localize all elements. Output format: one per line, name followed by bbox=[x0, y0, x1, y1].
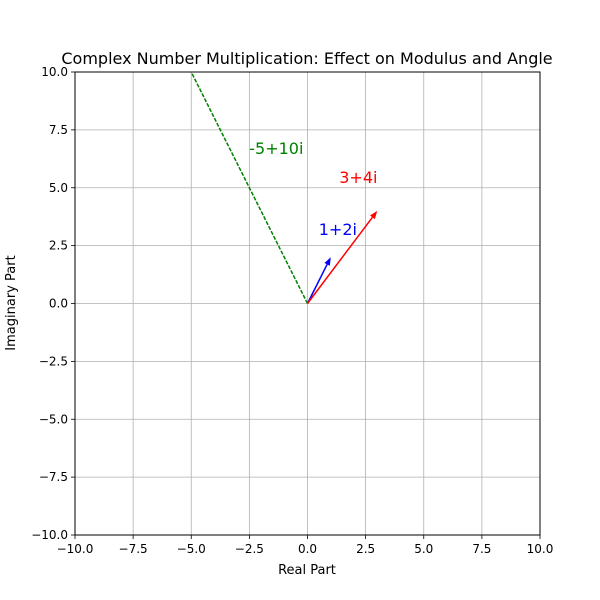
vector-label-z1: 1+2i bbox=[319, 220, 357, 239]
y-tick-label: −10.0 bbox=[31, 528, 68, 542]
vector-product: -5+10i bbox=[190, 71, 309, 304]
x-tick-label: 10.0 bbox=[527, 542, 554, 556]
vector-z1: 1+2i bbox=[306, 220, 357, 304]
x-tick-label: 7.5 bbox=[472, 542, 491, 556]
chart-title: Complex Number Multiplication: Effect on… bbox=[61, 49, 552, 68]
vector-line-product bbox=[190, 71, 309, 304]
plot-frame bbox=[74, 71, 541, 536]
y-tick-label: 7.5 bbox=[49, 123, 68, 137]
y-tick-label: −5.0 bbox=[39, 412, 68, 426]
x-tick-label: 5.0 bbox=[414, 542, 433, 556]
x-tick-label: −5.0 bbox=[177, 542, 206, 556]
vectors-layer: 1+2i 3+4i -5+10i bbox=[190, 71, 378, 304]
vector-arrowhead-z1 bbox=[324, 257, 331, 266]
y-axis-ticks: −10.0 −7.5 −5.0 −2.5 0.0 2.5 5.0 7.5 10.0 bbox=[31, 65, 75, 542]
y-tick-label: 2.5 bbox=[49, 239, 68, 253]
x-axis-label: Real Part bbox=[278, 563, 336, 578]
y-tick-label: 10.0 bbox=[41, 65, 68, 79]
vector-arrowhead-z2 bbox=[370, 210, 378, 220]
x-tick-label: 2.5 bbox=[356, 542, 375, 556]
y-tick-label: 0.0 bbox=[49, 297, 68, 311]
x-tick-label: −2.5 bbox=[235, 542, 264, 556]
y-axis-label: Imaginary Part bbox=[4, 255, 19, 350]
vector-line-z2 bbox=[306, 216, 374, 304]
vector-z2: 3+4i bbox=[306, 168, 378, 304]
vector-line-z1 bbox=[306, 264, 328, 304]
y-tick-label: −2.5 bbox=[39, 354, 68, 368]
x-axis-ticks: −10.0 −7.5 −5.0 −2.5 0.0 2.5 5.0 7.5 10.0 bbox=[57, 535, 554, 556]
y-tick-label: −7.5 bbox=[39, 470, 68, 484]
x-tick-label: −10.0 bbox=[57, 542, 94, 556]
x-tick-label: −7.5 bbox=[119, 542, 148, 556]
vector-label-z2: 3+4i bbox=[339, 168, 377, 187]
y-tick-label: 5.0 bbox=[49, 181, 68, 195]
vector-label-product: -5+10i bbox=[249, 139, 303, 158]
x-tick-label: 0.0 bbox=[298, 542, 317, 556]
